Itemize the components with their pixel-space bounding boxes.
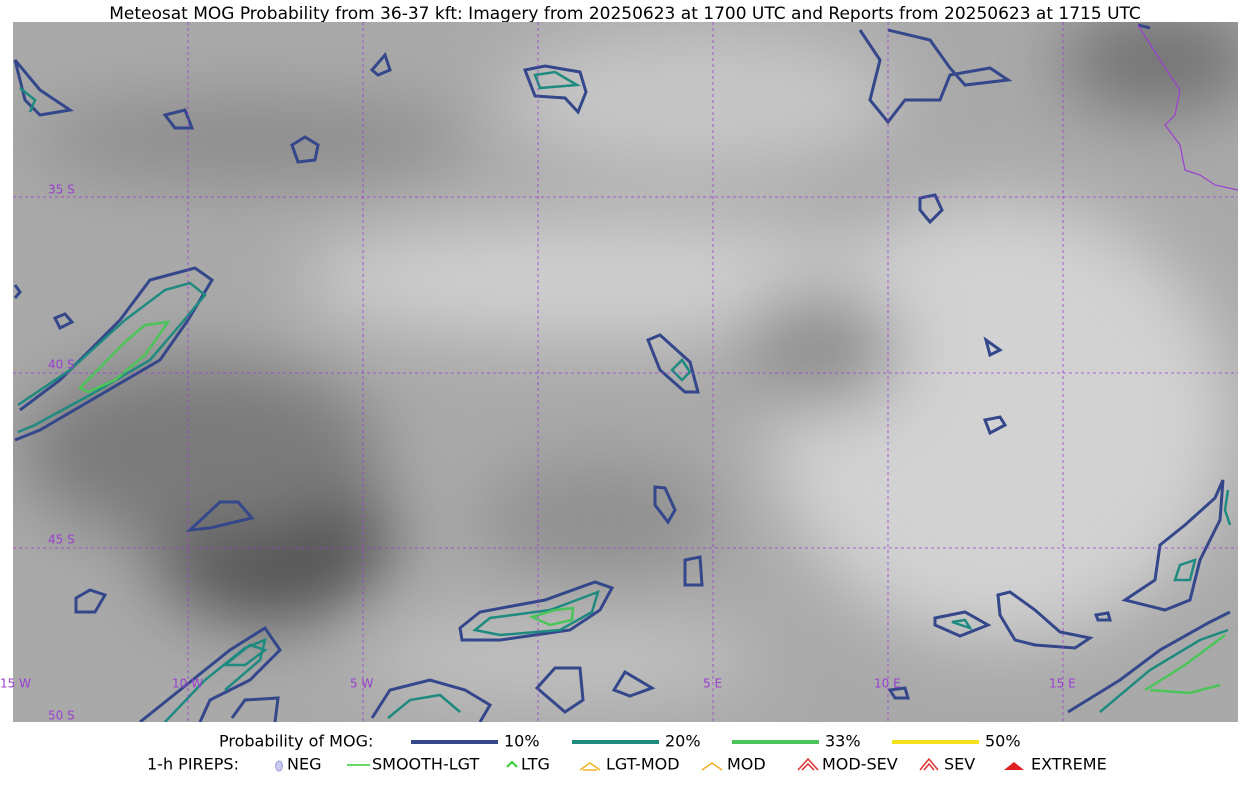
pirep-label: SEV [944,755,975,774]
lon-label: 15 W [0,677,31,691]
pirep-label: EXTREME [1031,755,1107,774]
pirep-label: NEG [287,755,321,774]
pirep-label: SMOOTH-LGT [372,755,479,774]
pirep-icons [275,757,1024,772]
lon-label: 10 W [172,677,203,691]
legend-title: 1-h PIREPS: [147,755,239,774]
legend: Probability of MOG: 1-h PIREPS: 10% 20% 33… [147,732,1107,774]
lon-label: 5 E [703,677,722,691]
lat-label: 40 S [48,358,75,372]
legend-label: 33% [825,732,861,751]
pirep-label: LGT-MOD [606,755,680,774]
satellite-map [13,22,1238,722]
pirep-label: MOD [727,755,766,774]
legend-label: 10% [504,732,540,751]
contours [13,23,1238,722]
lat-label: 35 S [48,183,75,197]
lon-label: 15 E [1049,677,1076,691]
lat-label: 50 S [48,709,75,723]
graticule [13,22,1238,722]
legend-title: Probability of MOG: [219,732,373,751]
lon-label: 5 W [350,677,373,691]
grid-labels: 35 S 40 S 45 S 50 S 15 W 10 W 5 W 5 E 10 E 15 E [0,183,1076,723]
pirep-label: LTG [521,755,550,774]
lat-label: 45 S [48,533,75,547]
lon-label: 10 E [874,677,901,691]
title: Meteosat MOG Probability from 36-37 kft:… [109,4,1141,24]
legend-label: 20% [665,732,701,751]
pirep-label: MOD-SEV [822,755,898,774]
legend-label: 50% [985,732,1021,751]
